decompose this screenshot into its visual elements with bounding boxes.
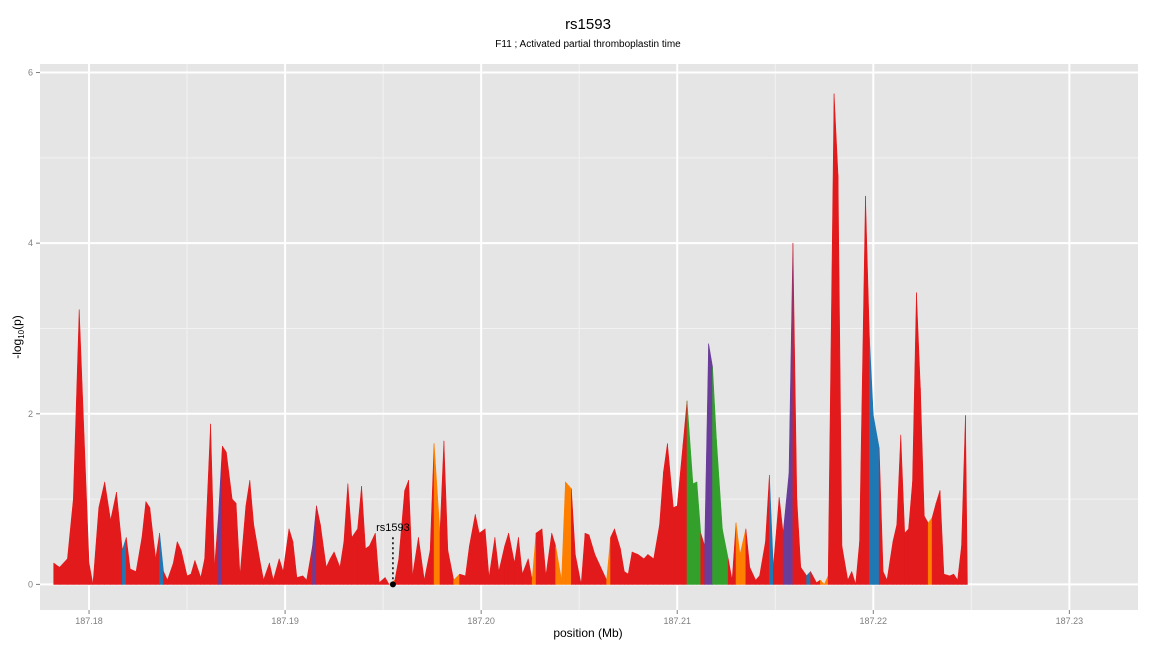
area-segment [833,93,839,585]
area-segment [647,554,655,585]
area-segment [565,481,572,585]
y-axis-label: -log10(p) [10,315,26,359]
area-segment [384,577,390,585]
area-segment [88,562,94,585]
annotation-label: rs1593 [376,522,410,534]
area-segment [631,551,639,585]
x-tick-label: 187.22 [860,616,888,626]
y-axis-label-subscript: 10 [17,329,26,338]
area-segment [643,554,649,585]
y-axis-ticks: 0 2 4 6 [28,68,40,589]
y-tick-label: 0 [28,579,33,589]
area-segment [459,573,466,585]
area-segment [129,568,137,585]
area-segment [923,515,929,585]
area-segment [820,579,825,585]
snp-annotation: rs1593 [376,522,410,588]
y-axis-label-main: -log [10,339,24,359]
area-segment [943,573,951,585]
area-segment [692,481,698,585]
area-segment [623,571,629,585]
annotation-point [389,581,396,588]
x-axis-ticks: 187.18 187.19 187.20 187.21 187.22 187.23 [75,610,1083,626]
area-segment [584,532,590,585]
x-tick-label: 187.18 [75,616,103,626]
x-axis-label: position (Mb) [553,626,622,640]
x-tick-label: 187.19 [271,616,299,626]
area-segment [365,545,370,585]
area-segment [673,505,678,585]
area-segment [222,445,227,585]
area-segment [478,528,486,585]
area-segment [535,528,543,585]
x-tick-label: 187.23 [1056,616,1084,626]
area-segment [610,528,615,585]
area-segment [708,343,713,585]
area-segment [351,528,358,585]
area-segment [145,501,151,585]
area-segment [949,573,954,585]
area-segment [231,498,237,585]
area-segment [637,554,645,585]
chart-subtitle: F11 ; Activated partial thromboplastin t… [495,39,681,50]
area-segment [965,415,968,585]
chart-title: rs1593 [565,16,611,33]
x-tick-label: 187.21 [663,616,691,626]
area-segment [574,554,582,585]
area-segment [927,517,933,585]
y-axis-label-tail: (p) [10,315,24,330]
x-tick-label: 187.20 [467,616,495,626]
y-tick-label: 6 [28,68,33,78]
association-area [53,93,968,585]
area-segment [851,571,856,585]
area-segment [186,573,192,585]
area-segment [935,490,941,585]
y-tick-label: 4 [28,238,33,248]
area-segment [296,575,304,585]
area-segment [931,503,937,585]
area-segment [904,528,909,585]
plot-panel [40,64,1138,610]
y-tick-label: 2 [28,409,33,419]
